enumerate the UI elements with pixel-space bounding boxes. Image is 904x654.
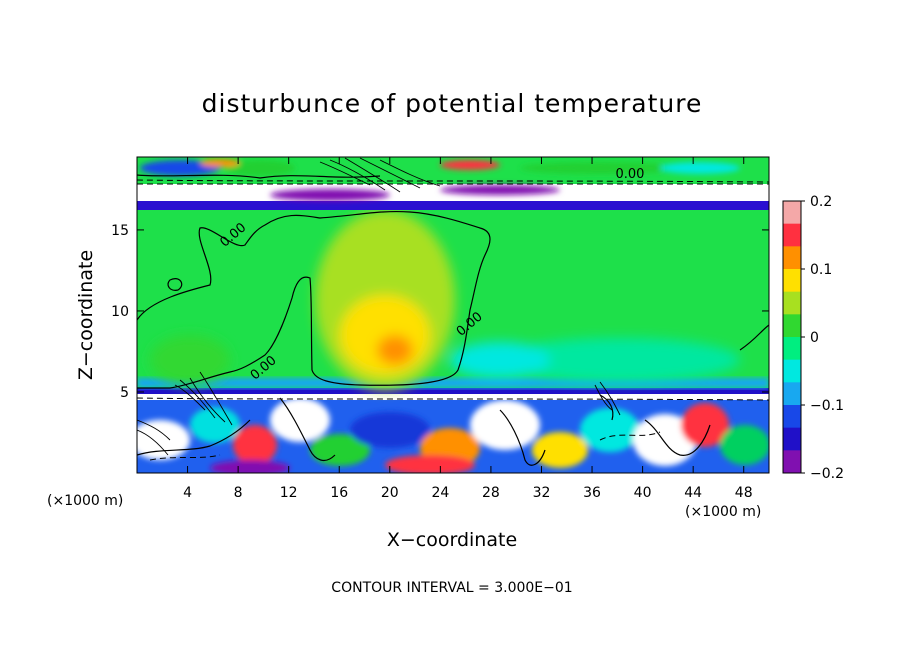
colorbar-swatch [783, 201, 801, 225]
contour-lines [137, 174, 769, 466]
colorbar-swatch [783, 246, 801, 270]
field-upper-blobs [140, 159, 740, 201]
x-tick-label: 12 [280, 485, 298, 501]
colorbar: 0.2 0.1 0 −0.1 −0.2 [782, 194, 844, 482]
plot-frame [136, 156, 770, 474]
colorbar-swatch [783, 427, 801, 451]
colorbar-swatch [783, 337, 801, 361]
x-tick-label: 8 [234, 485, 243, 501]
x-tick-label: 4 [183, 485, 192, 501]
y-tick-label: 10 [111, 304, 129, 320]
x-tick-label: 40 [634, 485, 652, 501]
field-band-lower [137, 388, 769, 396]
colorbar-swatch [783, 223, 801, 247]
contour-lines-dashed [137, 179, 769, 461]
colorbar-swatch [783, 382, 801, 406]
x-unit-left: (×1000 m) [47, 493, 123, 509]
contour-interval-note: CONTOUR INTERVAL = 3.000E−01 [331, 580, 572, 596]
field-band-lower-white [137, 394, 769, 400]
colorbar-swatch [783, 450, 801, 474]
x-tick-label: 32 [533, 485, 551, 501]
field-warm-plume [150, 210, 740, 390]
x-tick-label: 16 [330, 485, 348, 501]
x-axis-label: X−coordinate [387, 529, 517, 551]
contour-label: 0.00 [615, 167, 644, 182]
colorbar-tick-label: 0.1 [810, 262, 832, 278]
plot-area [137, 157, 769, 473]
chart-title: disturbunce of potential temperature [202, 89, 703, 118]
colorbar-swatch [783, 314, 801, 338]
y-tick-label: 5 [120, 385, 129, 401]
colorbar-swatch [783, 269, 801, 293]
field-band-upper [137, 200, 769, 210]
y-axis: 5 10 15 [111, 223, 769, 401]
colorbar-tick-label: −0.1 [810, 398, 844, 414]
x-axis: 4 8 12 16 20 24 28 32 36 40 44 48 [183, 157, 753, 501]
x-tick-label: 48 [735, 485, 753, 501]
x-unit-right: (×1000 m) [685, 504, 761, 520]
colorbar-tick-label: −0.2 [810, 466, 844, 482]
x-tick-label: 20 [381, 485, 399, 501]
field-lower-blobs [137, 398, 769, 473]
x-tick-label: 44 [684, 485, 702, 501]
colorbar-swatch [783, 291, 801, 315]
x-tick-label: 28 [482, 485, 500, 501]
colorbar-tick-label: 0 [810, 330, 819, 346]
colorbar-tick-label: 0.2 [810, 194, 832, 210]
x-tick-label: 36 [583, 485, 601, 501]
y-axis-label: Z−coordinate [75, 250, 97, 380]
colorbar-swatch [783, 359, 801, 383]
colorbar-swatch [783, 405, 801, 429]
x-tick-label: 24 [431, 485, 449, 501]
y-tick-label: 15 [111, 223, 129, 239]
